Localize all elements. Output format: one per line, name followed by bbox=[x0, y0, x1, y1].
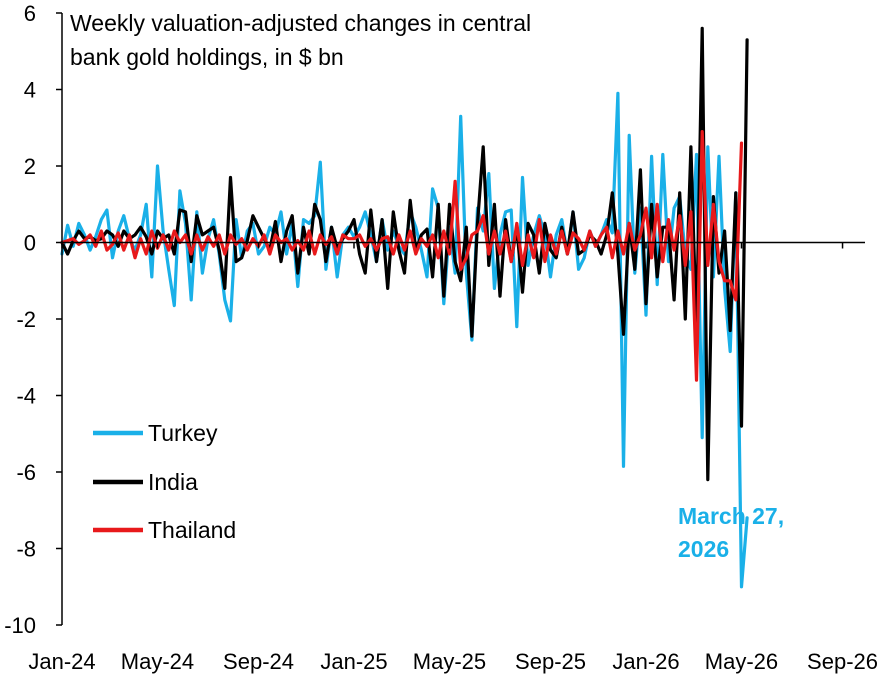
x-tick-label: Sep-26 bbox=[807, 649, 878, 674]
x-tick-label: Jan-24 bbox=[28, 649, 95, 674]
x-tick-label: Jan-25 bbox=[320, 649, 387, 674]
y-tick-label: 0 bbox=[24, 231, 36, 256]
y-tick-label: 6 bbox=[24, 1, 36, 26]
chart-title-line-1: Weekly valuation-adjusted changes in cen… bbox=[70, 10, 531, 36]
x-tick-label: Jan-26 bbox=[612, 649, 679, 674]
x-tick-label: Sep-24 bbox=[223, 649, 294, 674]
x-tick-label: Sep-25 bbox=[515, 649, 586, 674]
legend-label-thailand: Thailand bbox=[148, 517, 236, 543]
x-tick-label: May-26 bbox=[705, 649, 778, 674]
legend: Turkey India Thailand bbox=[93, 420, 236, 543]
y-tick-label: -8 bbox=[16, 537, 36, 562]
annotation-line-2: 2026 bbox=[678, 536, 729, 562]
series-line-turkey bbox=[60, 91, 749, 589]
y-tick-label: -2 bbox=[16, 307, 36, 332]
chart-title: Weekly valuation-adjusted changes in cen… bbox=[70, 10, 531, 70]
legend-label-turkey: Turkey bbox=[148, 420, 218, 446]
x-tick-label: May-25 bbox=[413, 649, 486, 674]
series-line-india bbox=[60, 26, 749, 482]
legend-label-india: India bbox=[148, 469, 198, 495]
y-tick-label: -10 bbox=[4, 613, 36, 638]
annotation: March 27, 2026 bbox=[678, 503, 784, 562]
y-tick-label: 2 bbox=[24, 154, 36, 179]
y-tick-label: -4 bbox=[16, 384, 36, 409]
chart-title-line-2: bank gold holdings, in $ bn bbox=[70, 44, 344, 70]
series-lines bbox=[60, 26, 749, 589]
x-tick-label: May-24 bbox=[121, 649, 194, 674]
y-tick-label: -6 bbox=[16, 460, 36, 485]
axes: 6 4 2 0 -2 -4 -6 -8 -10 Jan-24 May-24 Sep-24 Jan-25 M… bbox=[4, 1, 878, 674]
annotation-line-1: March 27, bbox=[678, 503, 784, 529]
y-tick-label: 4 bbox=[24, 78, 36, 103]
